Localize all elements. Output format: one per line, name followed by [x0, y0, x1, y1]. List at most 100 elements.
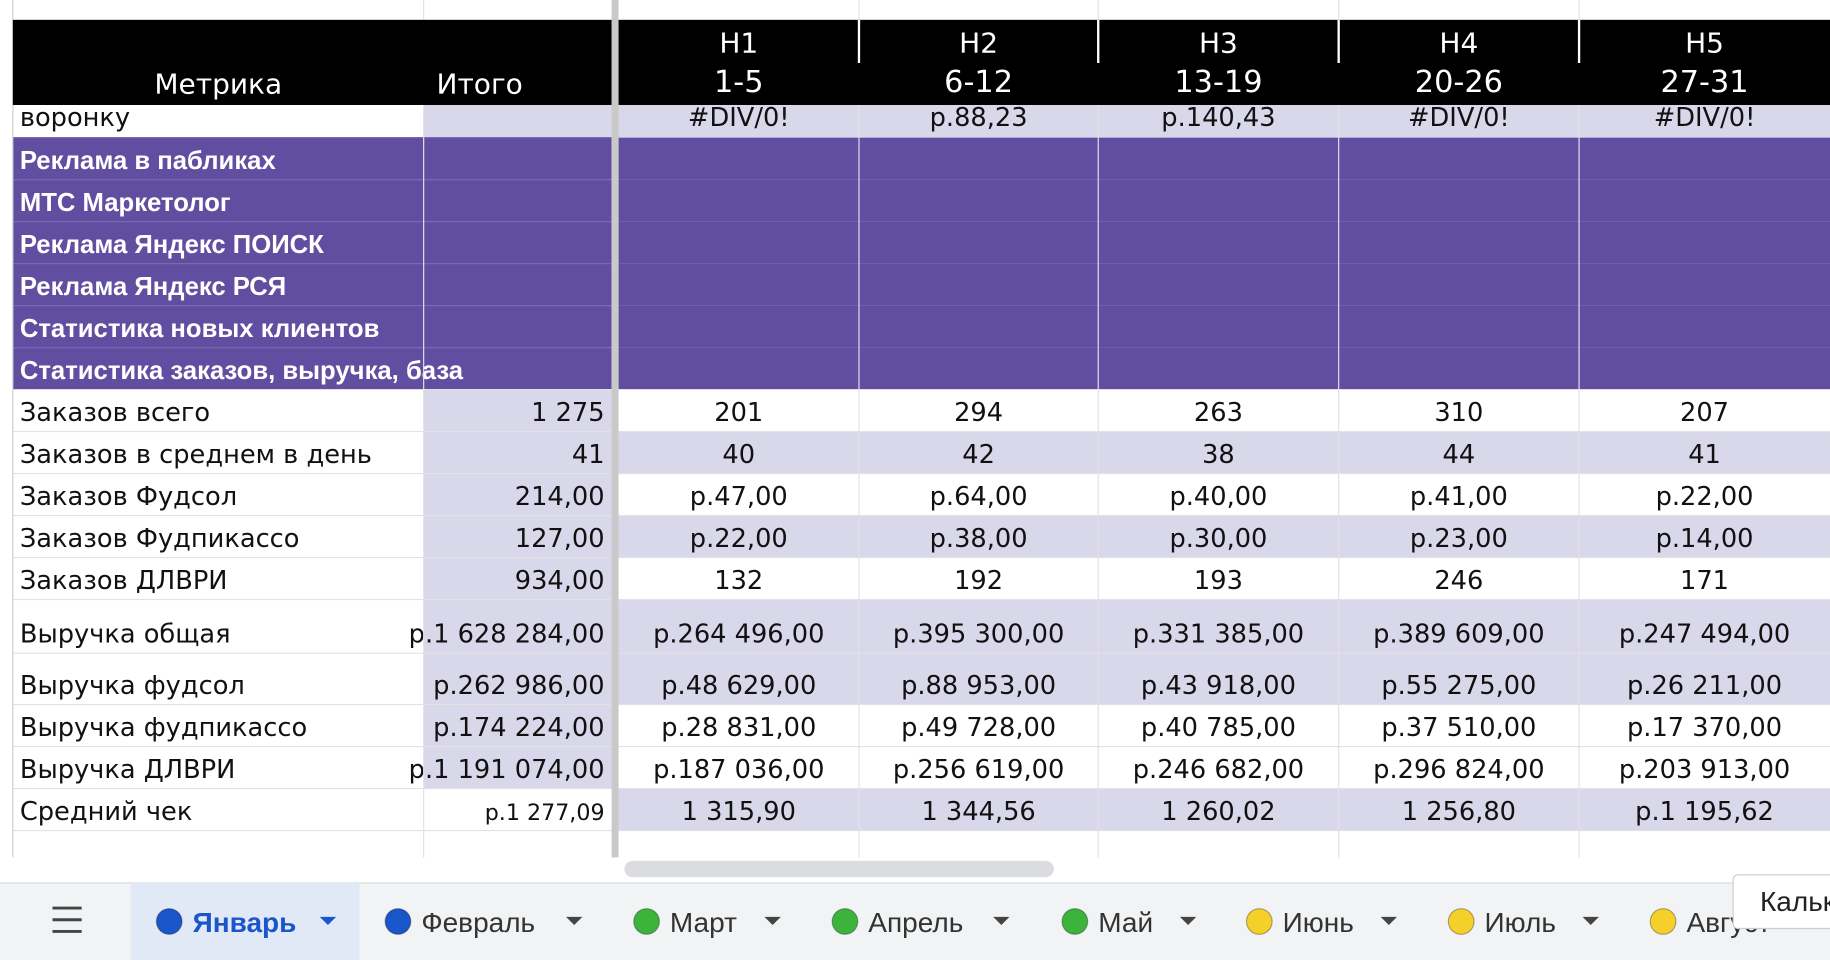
cell — [858, 515, 1099, 558]
cell-value: 40 — [722, 440, 755, 470]
cell — [858, 599, 1099, 654]
cell — [423, 746, 612, 789]
cell-value: р.30,00 — [1169, 524, 1267, 554]
cell-value: 193 — [1194, 566, 1243, 596]
sheet-tab[interactable]: Февраль — [384, 907, 583, 938]
cell — [423, 599, 612, 654]
cell-value: 1 256,80 — [1402, 797, 1516, 827]
tooltip-text: Кальк — [1760, 886, 1830, 917]
section-row — [618, 179, 1830, 222]
cell-value: 310 — [1434, 398, 1483, 428]
cell — [1098, 599, 1339, 654]
tab-arrow — [319, 916, 337, 926]
cell-value: р.23,00 — [1410, 524, 1508, 554]
tab-arrow — [1380, 916, 1398, 926]
section-row — [12, 179, 612, 222]
cell — [1579, 653, 1830, 705]
cell-value: #DIV/0! — [1408, 103, 1510, 133]
cell — [858, 653, 1099, 705]
cell-value: #DIV/0! — [1654, 103, 1756, 133]
cell-value: 38 — [1202, 440, 1235, 470]
row-label: Выручка общая — [20, 620, 231, 650]
cell-total: 934,00 — [515, 566, 605, 596]
cell-value: 207 — [1680, 398, 1729, 428]
cell-value: р.389 609,00 — [1373, 620, 1544, 650]
cell-value: р.187 036,00 — [653, 755, 824, 785]
header-week: Н5 — [1685, 26, 1724, 59]
cell — [423, 557, 612, 600]
section-label: Статистика заказов, выручка, база — [20, 357, 464, 385]
row-label: Выручка фудсол — [20, 671, 245, 701]
cell — [1579, 104, 1830, 138]
cell — [1338, 431, 1580, 474]
header-range: 6-12 — [944, 65, 1013, 100]
section-row — [618, 263, 1830, 306]
sheet-tab[interactable]: Май — [1061, 907, 1197, 938]
section-row — [12, 221, 612, 264]
cell-value: р.40 785,00 — [1141, 713, 1296, 743]
cell — [1579, 431, 1830, 474]
tab-label: Май — [1098, 907, 1153, 938]
cell — [1098, 515, 1339, 558]
sheet-tab[interactable]: Март — [633, 907, 781, 938]
tab-arrow — [993, 916, 1010, 926]
cell — [1579, 599, 1830, 654]
tab-arrow — [566, 916, 583, 926]
header-range: 27-31 — [1660, 65, 1748, 100]
row-label: Заказов в среднем в день — [20, 440, 372, 470]
header-range: 13-19 — [1174, 65, 1262, 100]
cell — [1098, 104, 1339, 138]
cell-value: 246 — [1434, 566, 1483, 596]
section-row — [12, 137, 612, 180]
tab-label: Июнь — [1283, 907, 1354, 938]
header-week: Н1 — [719, 26, 758, 59]
tab-label: Январь — [193, 907, 297, 938]
tab-arrow — [1179, 916, 1197, 926]
header-week: Н2 — [959, 26, 998, 59]
cell-value: р.43 918,00 — [1141, 671, 1296, 701]
header — [12, 19, 612, 105]
header-label: Итого — [437, 67, 523, 100]
tab-label: Июль — [1485, 907, 1556, 938]
cell-value: р.26 211,00 — [1627, 671, 1782, 701]
cell-value: 171 — [1680, 566, 1729, 596]
cell-total: р.1 277,09 — [485, 800, 605, 826]
cell — [423, 389, 612, 432]
cell-value: р.38,00 — [930, 524, 1028, 554]
cell — [858, 431, 1099, 474]
cell — [1579, 788, 1830, 831]
tooltip — [1732, 874, 1830, 930]
cell — [858, 104, 1099, 138]
cell — [618, 431, 859, 474]
tab-color-dot — [1649, 908, 1677, 935]
cell-total: р.174 224,00 — [433, 713, 604, 743]
sheet-tab[interactable]: Апрель — [831, 907, 1010, 938]
cell — [858, 788, 1099, 831]
sheet-tab[interactable]: Июль — [1447, 907, 1599, 938]
tab-color-dot — [831, 908, 859, 935]
tab-color-dot — [384, 908, 412, 935]
cell-value: р.22,00 — [690, 524, 788, 554]
cell-value: 263 — [1194, 398, 1243, 428]
scrollbar[interactable] — [624, 860, 1054, 878]
cell-value: р.22,00 — [1656, 482, 1754, 512]
section-row — [12, 347, 612, 390]
header — [618, 19, 1830, 105]
cell-value: р.37 510,00 — [1381, 713, 1536, 743]
cell-total: 214,00 — [515, 482, 605, 512]
cell-total: р.1 628 284,00 — [409, 620, 605, 650]
cell-value: р.48 629,00 — [661, 671, 816, 701]
cell-total: 41 — [572, 440, 605, 470]
sheet-tab[interactable]: Июнь — [1245, 907, 1398, 938]
cell — [618, 599, 859, 654]
section-row — [618, 347, 1830, 390]
cell-value: р.247 494,00 — [1619, 620, 1790, 650]
cell-value: 192 — [954, 566, 1003, 596]
cell — [1338, 515, 1580, 558]
tab-label: Февраль — [421, 907, 535, 938]
cell-value: 132 — [714, 566, 763, 596]
header-label: Метрика — [154, 67, 282, 100]
sheet-tab[interactable]: Январь — [130, 883, 360, 960]
